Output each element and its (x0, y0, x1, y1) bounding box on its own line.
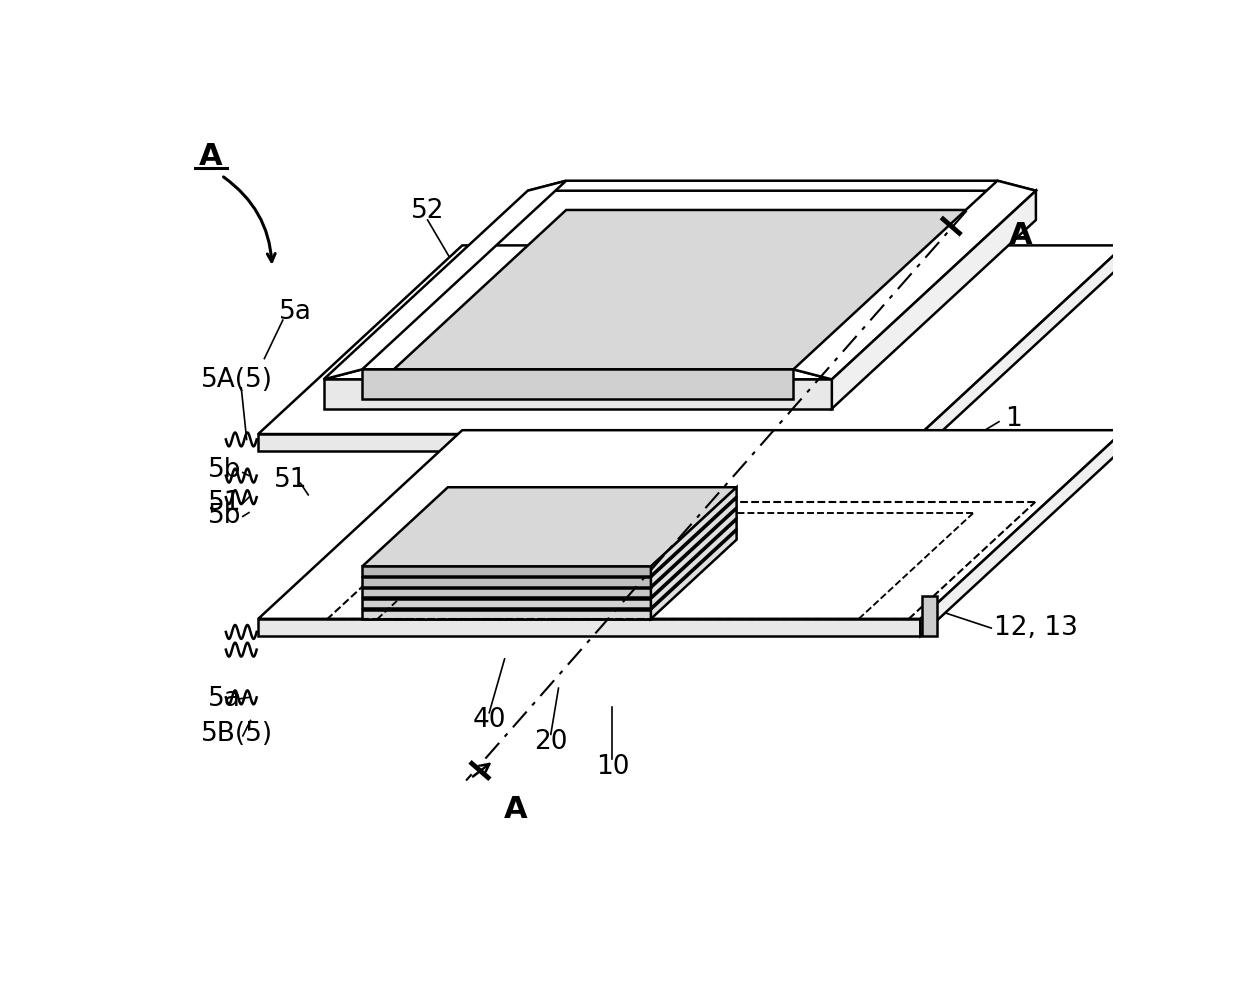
Text: 52: 52 (410, 198, 444, 224)
Polygon shape (651, 488, 737, 575)
Polygon shape (362, 530, 737, 609)
Text: 51: 51 (208, 491, 242, 516)
Text: 40: 40 (472, 707, 506, 733)
Polygon shape (651, 519, 737, 608)
Polygon shape (651, 530, 737, 618)
Text: 12, 13: 12, 13 (993, 615, 1078, 641)
Polygon shape (258, 246, 1125, 434)
Polygon shape (362, 577, 651, 586)
Polygon shape (651, 508, 737, 597)
Polygon shape (324, 181, 567, 380)
Text: A: A (1008, 221, 1033, 250)
Polygon shape (362, 370, 794, 399)
Polygon shape (362, 588, 651, 597)
Polygon shape (258, 434, 920, 451)
Polygon shape (362, 508, 737, 588)
Text: 5a: 5a (279, 300, 311, 326)
Polygon shape (651, 499, 737, 586)
Text: 20: 20 (534, 729, 568, 755)
Text: A: A (505, 794, 528, 823)
Text: 5A(5): 5A(5) (201, 368, 273, 394)
Text: 10: 10 (595, 753, 629, 779)
Text: 5b: 5b (208, 458, 242, 484)
Polygon shape (362, 499, 737, 577)
Polygon shape (258, 431, 1125, 618)
Text: 51: 51 (274, 468, 308, 494)
Polygon shape (324, 370, 832, 380)
Text: 1: 1 (1006, 406, 1022, 432)
Polygon shape (528, 181, 1035, 191)
Polygon shape (794, 181, 1035, 380)
Polygon shape (362, 519, 737, 598)
Text: 5B(5): 5B(5) (201, 721, 273, 747)
Polygon shape (920, 246, 1125, 451)
Polygon shape (258, 618, 920, 635)
Polygon shape (362, 598, 651, 608)
Polygon shape (832, 191, 1035, 409)
Polygon shape (362, 488, 737, 566)
Polygon shape (362, 210, 997, 399)
Polygon shape (324, 380, 832, 409)
Text: A: A (198, 142, 222, 172)
Polygon shape (362, 609, 651, 618)
Text: 5a: 5a (208, 686, 241, 712)
Polygon shape (362, 566, 651, 575)
Polygon shape (921, 595, 937, 635)
Text: 5b: 5b (208, 503, 242, 529)
Polygon shape (920, 431, 1125, 635)
